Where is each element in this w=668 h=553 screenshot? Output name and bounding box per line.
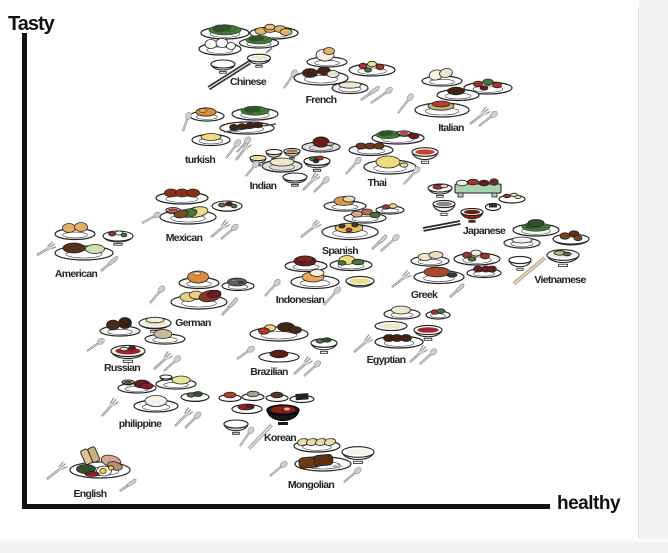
svg-text:Russian: Russian (104, 362, 140, 374)
svg-text:German: German (175, 317, 211, 329)
svg-text:Mongolian: Mongolian (288, 479, 334, 491)
svg-text:Indian: Indian (250, 180, 277, 192)
svg-text:turkish: turkish (185, 154, 215, 166)
svg-text:Spanish: Spanish (322, 245, 358, 257)
svg-text:American: American (55, 268, 98, 280)
svg-text:Vietnamese: Vietnamese (534, 274, 586, 286)
svg-text:Thai: Thai (368, 177, 388, 189)
svg-text:Tasty: Tasty (8, 13, 56, 35)
svg-text:philippine: philippine (119, 418, 162, 430)
svg-text:Brazilian: Brazilian (250, 366, 288, 378)
svg-text:Greek: Greek (411, 289, 438, 301)
svg-text:English: English (73, 488, 106, 500)
svg-text:Korean: Korean (264, 432, 296, 444)
svg-text:Japanese: Japanese (463, 225, 506, 237)
svg-text:Mexican: Mexican (166, 232, 203, 244)
svg-text:Italian: Italian (438, 122, 464, 134)
svg-text:Egyptian: Egyptian (367, 354, 406, 366)
svg-text:healthy: healthy (557, 493, 621, 514)
svg-text:Chinese: Chinese (230, 76, 267, 88)
svg-text:Indonesian: Indonesian (276, 294, 325, 306)
svg-text:French: French (306, 94, 337, 106)
